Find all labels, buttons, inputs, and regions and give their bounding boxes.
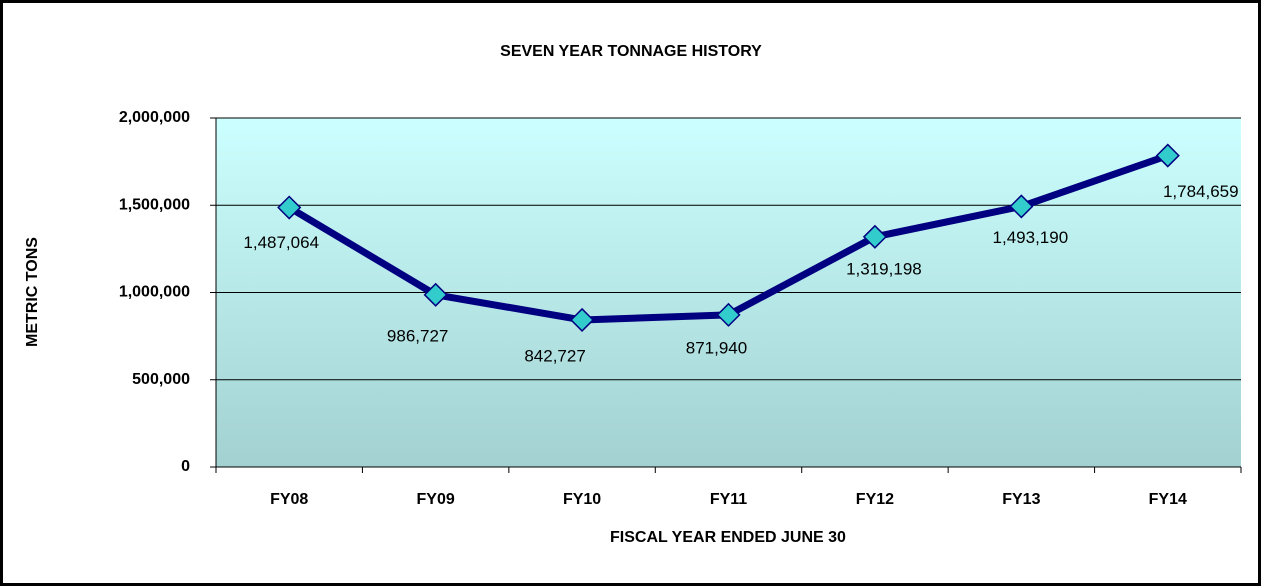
data-marker <box>570 307 595 333</box>
data-label: 986,727 <box>387 326 448 345</box>
data-label: 1,493,190 <box>993 228 1069 247</box>
y-tick-label: 500,000 <box>132 371 190 388</box>
x-tick-label: FY11 <box>710 491 747 508</box>
x-tick-label: FY10 <box>563 491 601 508</box>
data-marker <box>716 302 741 327</box>
x-tick-label: FY14 <box>1149 491 1187 508</box>
data-marker <box>862 224 887 249</box>
x-tick-label: FY09 <box>417 491 455 508</box>
data-marker <box>277 195 302 220</box>
data-label: 871,940 <box>686 338 747 357</box>
x-tick-label: FY12 <box>856 491 894 508</box>
x-tick-label: FY08 <box>270 491 308 508</box>
y-tick-label: 0 <box>181 458 190 475</box>
data-label: 1,319,198 <box>846 259 922 278</box>
chart-title: SEVEN YEAR TONNAGE HISTORY <box>500 43 762 60</box>
y-tick-label: 1,500,000 <box>119 196 190 213</box>
data-label: 1,487,064 <box>243 233 319 252</box>
y-tick-label: 2,000,000 <box>119 109 190 126</box>
data-marker <box>1155 143 1180 168</box>
data-label: 842,727 <box>524 346 585 365</box>
data-marker <box>1009 194 1034 219</box>
x-axis-title: FISCAL YEAR ENDED JUNE 30 <box>610 529 846 546</box>
y-axis-title: METRIC TONS <box>24 237 41 347</box>
data-marker <box>423 282 448 307</box>
data-label: 1,784,659 <box>1163 182 1239 201</box>
y-tick-label: 1,000,000 <box>119 284 190 301</box>
x-tick-label: FY13 <box>1002 491 1040 508</box>
